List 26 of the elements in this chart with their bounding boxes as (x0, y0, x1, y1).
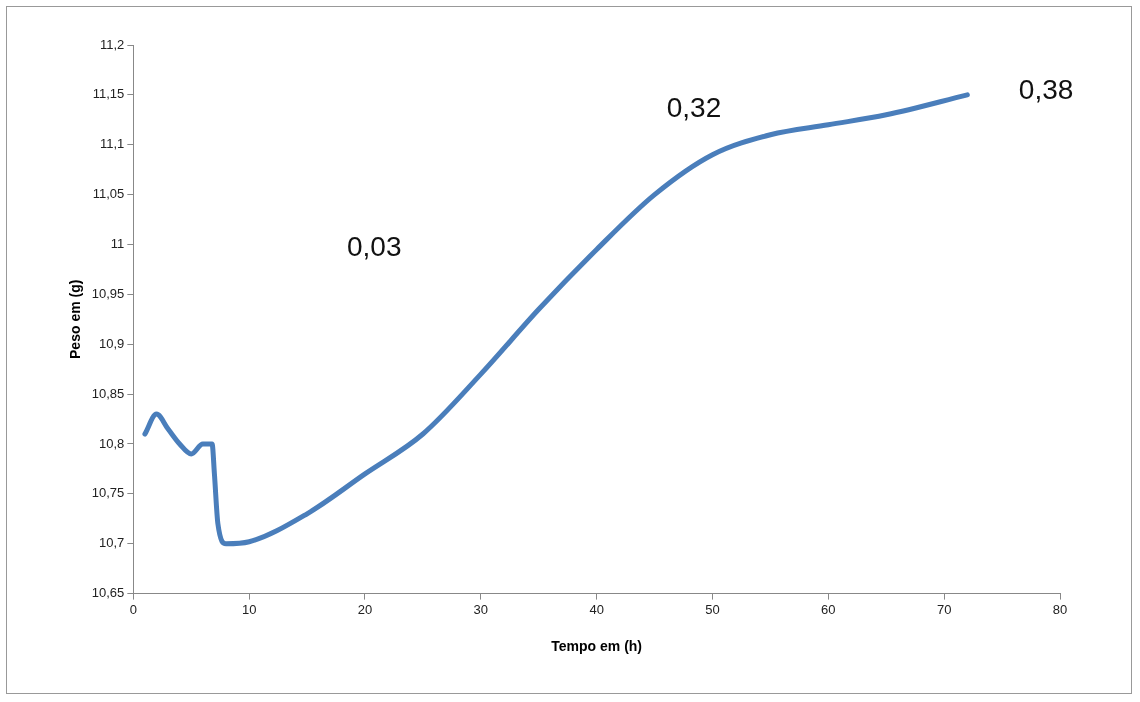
annotation: 0,38 (1018, 74, 1074, 106)
x-tick-label: 0 (129, 601, 137, 617)
x-tick-label: 30 (473, 601, 489, 617)
x-tick-label: 50 (705, 601, 720, 617)
y-tick-label: 10,85 (91, 385, 125, 401)
y-tick-label: 11,15 (92, 86, 125, 102)
x-tick-label: 60 (821, 601, 836, 617)
x-tick-label: 80 (1052, 601, 1068, 617)
y-axis-title: Peso em (g) (67, 279, 84, 359)
y-tick-label: 11,2 (99, 36, 125, 52)
x-tick-label: 70 (936, 601, 952, 617)
y-tick-label: 10,8 (99, 435, 125, 451)
y-tick-label: 11,1 (99, 136, 125, 152)
y-tick-label: 11,05 (92, 186, 125, 202)
x-axis-title: Tempo em (h) (551, 638, 643, 655)
x-tick-label: 20 (357, 601, 373, 617)
annotation: 0,32 (666, 92, 722, 124)
annotation: 0,03 (347, 230, 402, 262)
y-tick-label: 11 (110, 236, 125, 252)
x-tick-label: 10 (241, 601, 257, 617)
y-tick-label: 10,65 (91, 585, 125, 601)
y-tick-label: 10,75 (91, 485, 125, 501)
y-tick-label: 10,9 (99, 335, 125, 351)
y-tick-label: 10,7 (99, 535, 125, 551)
y-tick-label: 10,95 (91, 285, 125, 301)
x-tick-label: 40 (589, 601, 604, 617)
